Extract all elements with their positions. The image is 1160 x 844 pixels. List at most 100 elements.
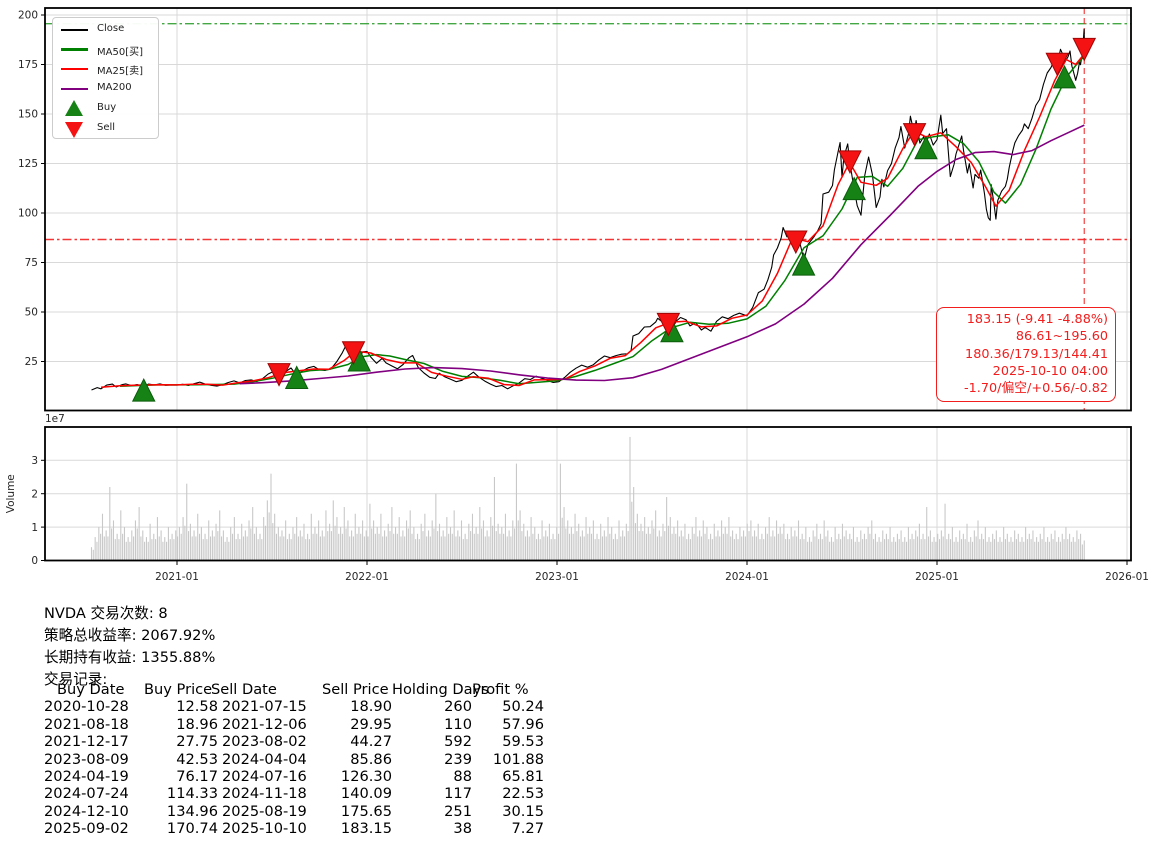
trade-log-title: 交易记录: bbox=[44, 671, 108, 688]
volume-tick-label: 3 bbox=[31, 455, 38, 467]
volume-tick-label: 0 bbox=[31, 555, 38, 567]
annotation-timestamp: 2025-10-10 04:00 bbox=[992, 363, 1108, 379]
line-swatch-icon bbox=[61, 48, 88, 51]
trade-cell: 85.86 bbox=[350, 750, 392, 768]
trade-cell: 88 bbox=[453, 768, 472, 786]
trade-cell: 2024-07-16 bbox=[222, 768, 307, 786]
legend-line-swatch bbox=[61, 59, 91, 79]
legend-line-swatch bbox=[61, 20, 91, 40]
trade-row: 2020-10-28 12.58 2021-07-15 18.90 260 50.24 bbox=[44, 698, 544, 715]
y-tick-label: 75 bbox=[25, 257, 38, 269]
trade-row: 2023-08-09 42.53 2024-04-04 85.86 239 101.88 bbox=[44, 751, 544, 768]
trade-cell: 30.15 bbox=[502, 802, 544, 820]
trade-cell: 134.96 bbox=[166, 802, 218, 820]
trade-cell: 114.33 bbox=[166, 785, 218, 803]
line-swatch-icon bbox=[61, 67, 88, 71]
trade-cell: 50.24 bbox=[502, 698, 544, 716]
last-bar-annotation: 183.15 (-9.41 -4.88%) 86.61~195.60 180.3… bbox=[936, 307, 1116, 403]
trade-cell: 117 bbox=[444, 785, 472, 803]
legend-item-ma25: MA25[卖] bbox=[53, 59, 158, 79]
annotation-price-change: 183.15 (-9.41 -4.88%) bbox=[966, 312, 1108, 327]
trade-cell: 2020-10-28 bbox=[44, 698, 129, 716]
sell-marker bbox=[1045, 52, 1070, 77]
trade-cell: 170.74 bbox=[166, 820, 218, 838]
trade-cell: 101.88 bbox=[492, 750, 544, 768]
legend-label: Sell bbox=[97, 121, 116, 133]
trade-cell: 2025-09-02 bbox=[44, 820, 129, 838]
sell-marker bbox=[784, 230, 808, 255]
legend-item-sell: Sell bbox=[53, 119, 158, 139]
y-tick-label: 25 bbox=[25, 356, 38, 368]
trade-cell: 2024-12-10 bbox=[44, 802, 129, 820]
strategy-return-line: 策略总收益率: 2067.92% bbox=[44, 627, 216, 644]
sell-marker bbox=[838, 150, 862, 175]
buy-marker bbox=[284, 365, 309, 389]
legend-line-swatch bbox=[61, 40, 91, 60]
buyhold-return-line: 长期持有收益: 1355.88% bbox=[44, 649, 216, 666]
trade-cell: 2024-04-04 bbox=[222, 750, 307, 768]
x-tick-label: 2024-01 bbox=[725, 571, 769, 583]
trade-cell: 183.15 bbox=[340, 820, 392, 838]
legend-label: Close bbox=[97, 23, 125, 34]
y-tick-label: 50 bbox=[25, 307, 38, 319]
trade-row: 2025-09-02 170.74 2025-10-10 183.15 38 7.27 bbox=[44, 820, 544, 837]
trade-cell: 18.90 bbox=[350, 698, 392, 716]
trade-row: 2021-12-17 27.75 2023-08-02 44.27 592 59.53 bbox=[44, 733, 544, 750]
trade-cell: 2024-11-18 bbox=[222, 785, 307, 803]
strategy-summary: NVDA 交易次数: 8 策略总收益率: 2067.92% 长期持有收益: 13… bbox=[44, 603, 215, 691]
column-header: Sell Date bbox=[211, 681, 277, 698]
legend-item-buy: Buy bbox=[53, 99, 158, 119]
trade-row: 2021-08-18 18.96 2021-12-06 29.95 110 57.96 bbox=[44, 716, 544, 733]
trade-cell: 140.09 bbox=[340, 785, 392, 803]
trade-cell: 29.95 bbox=[350, 715, 392, 733]
trade-cell: 2021-12-06 bbox=[222, 715, 307, 733]
series-close-line bbox=[91, 28, 1085, 391]
trade-cell: 110 bbox=[444, 715, 472, 733]
trade-cell: 251 bbox=[444, 802, 472, 820]
trade-cell: 27.75 bbox=[176, 733, 218, 751]
trade-table: Buy Date Buy Price Sell Date Sell Price Hold… bbox=[44, 681, 544, 838]
volume-tick-label: 1 bbox=[31, 522, 38, 534]
trade-cell: 2023-08-02 bbox=[222, 733, 307, 751]
buy-marker bbox=[914, 135, 938, 160]
trade-cell: 2024-04-19 bbox=[44, 768, 129, 786]
annotation-signal: -1.70/偏空/+0.56/-0.82 bbox=[964, 381, 1108, 397]
y-tick-label: 125 bbox=[18, 158, 38, 170]
sell-triangle-icon bbox=[65, 121, 83, 138]
trade-cell: 76.17 bbox=[176, 768, 218, 786]
volume-axis-title: Volume bbox=[5, 474, 17, 513]
sell-marker bbox=[902, 123, 927, 147]
column-header: Sell Price bbox=[322, 681, 389, 698]
column-header: Buy Price bbox=[144, 681, 213, 698]
volume-tick-label: 2 bbox=[31, 488, 38, 500]
column-header: Holding Days bbox=[392, 681, 489, 698]
buy-marker bbox=[842, 176, 866, 201]
line-swatch-icon bbox=[61, 28, 88, 32]
x-tick-label: 2021-01 bbox=[155, 571, 199, 583]
trade-row: 2024-12-10 134.96 2025-08-19 175.65 251 30.15 bbox=[44, 803, 544, 820]
legend-item-ma200: MA200 bbox=[53, 79, 158, 99]
trade-row: 2024-04-19 76.17 2024-07-16 126.30 88 65.81 bbox=[44, 768, 544, 785]
trade-cell: 592 bbox=[444, 733, 472, 751]
series-ma200-line bbox=[239, 124, 1085, 385]
x-tick-label: 2023-01 bbox=[535, 571, 579, 583]
trade-cell: 38 bbox=[453, 820, 472, 838]
trade-cell: 2021-08-18 bbox=[44, 715, 129, 733]
trade-cell: 42.53 bbox=[176, 750, 218, 768]
annotation-ma-values: 180.36/179.13/144.41 bbox=[965, 346, 1108, 362]
annotation-range: 86.61~195.60 bbox=[1015, 329, 1108, 345]
x-tick-label: 2022-01 bbox=[345, 571, 389, 583]
legend-item-close: Close bbox=[53, 20, 158, 40]
trade-cell: 2021-12-17 bbox=[44, 733, 129, 751]
y-tick-label: 100 bbox=[18, 208, 38, 220]
trade-cell: 59.53 bbox=[502, 733, 544, 751]
legend-line-swatch bbox=[61, 79, 91, 99]
column-header: Buy Date bbox=[57, 681, 125, 698]
line-swatch-icon bbox=[61, 87, 88, 91]
x-tick-label: 2025-01 bbox=[915, 571, 959, 583]
legend: Close MA50[买] MA25[卖] MA200 Buy Sell bbox=[52, 17, 159, 139]
trade-cell: 175.65 bbox=[340, 802, 392, 820]
buy-triangle-icon bbox=[65, 99, 83, 116]
trade-cell: 126.30 bbox=[340, 768, 392, 786]
